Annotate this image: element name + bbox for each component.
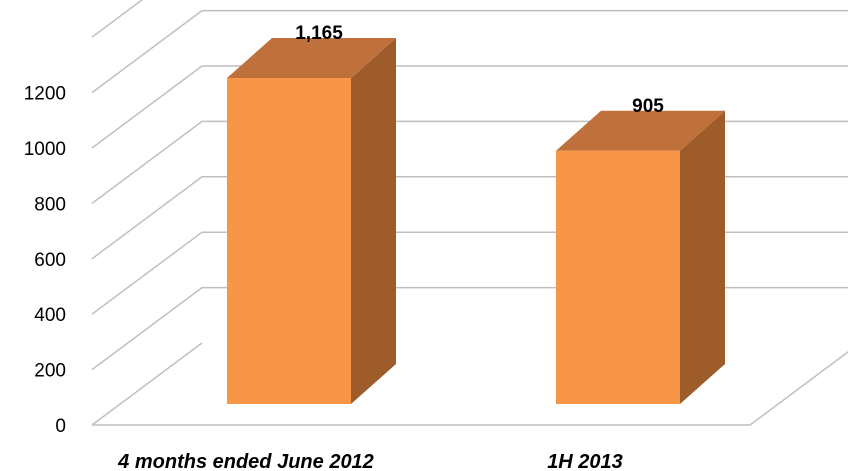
gridline: [91, 0, 144, 38]
data-label: 1,165: [295, 23, 343, 44]
data-labels: 1,165 905: [295, 23, 664, 117]
bar: [227, 78, 351, 404]
x-category-label: 1H 2013: [547, 451, 623, 471]
gridline: [91, 176, 848, 260]
y-tick-label: 800: [34, 194, 66, 215]
gridline: [91, 9, 848, 94]
x-category-label: 4 months ended June 2012: [117, 451, 374, 471]
floor-outline: [91, 342, 848, 426]
y-tick-label: 1200: [24, 84, 66, 105]
bar-side-face: [351, 38, 396, 404]
bar-side-face: [680, 110, 725, 404]
gridline: [91, 65, 848, 149]
y-tick-label: 0: [55, 416, 66, 437]
gridline: [91, 231, 848, 315]
bar: [556, 150, 680, 404]
gridline: [91, 120, 848, 205]
y-tick-label: 200: [34, 361, 66, 382]
y-tick-label: 400: [34, 305, 66, 326]
gridlines: [91, 0, 848, 426]
y-axis-ticks: 0 200 400 600 800 1000 1200: [24, 84, 66, 437]
gridline: [91, 286, 848, 371]
data-label: 905: [632, 96, 664, 117]
bar-top-face: [556, 110, 725, 151]
x-axis-categories: 4 months ended June 2012 1H 2013: [117, 451, 623, 471]
y-tick-label: 600: [34, 250, 66, 271]
bar-top-face: [227, 38, 396, 78]
bars: [227, 38, 725, 404]
y-tick-label: 1000: [24, 139, 66, 160]
